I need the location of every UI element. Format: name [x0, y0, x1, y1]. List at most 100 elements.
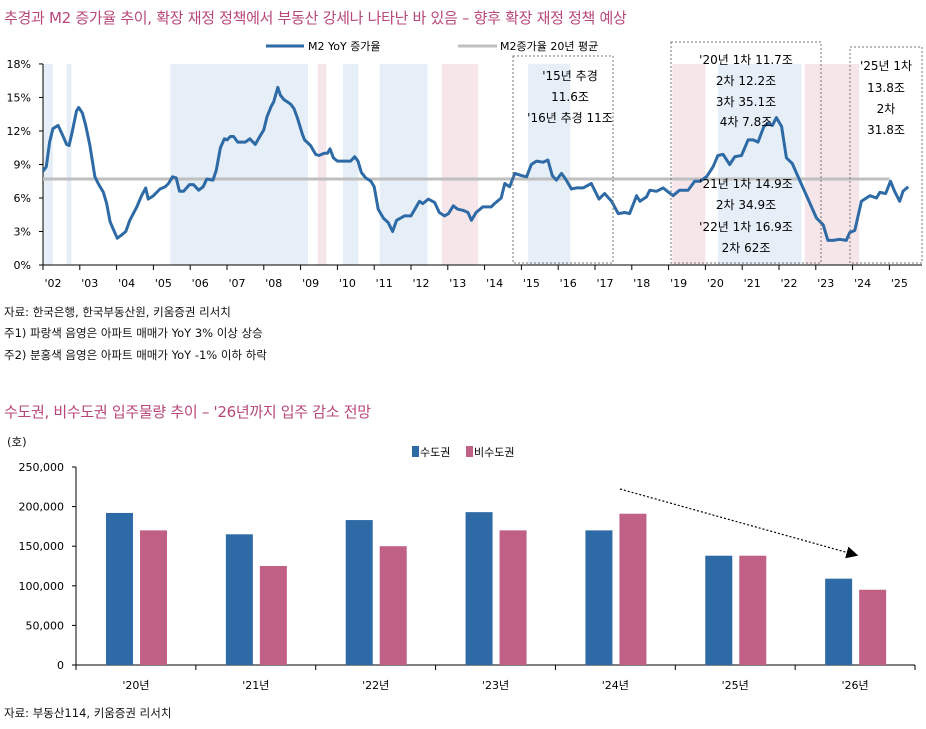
- shade-up: [66, 64, 72, 265]
- x-tick-label: '15: [523, 277, 540, 290]
- annotation-text: '20년 1차 11.7조: [699, 53, 793, 67]
- source-note: 자료: 한국은행, 한국부동산원, 키움증권 리서치: [4, 305, 231, 319]
- x-tick-label: '17: [596, 277, 613, 290]
- bar-noncapital: [499, 530, 527, 665]
- x-tick-label: '11: [376, 277, 393, 290]
- x-tick-label: '25: [891, 277, 908, 290]
- x-tick-label: '06: [192, 277, 209, 290]
- shade-down: [672, 64, 706, 265]
- annotation-text: '25년 1차: [860, 59, 912, 73]
- annotation-text: '16년 추경 11조: [527, 111, 613, 125]
- x-tick-label: '20년: [122, 679, 149, 692]
- x-tick-label: '07: [228, 277, 245, 290]
- x-tick-label: '23: [817, 277, 834, 290]
- x-tick-label: '21년: [242, 679, 269, 692]
- bar-noncapital: [739, 555, 767, 665]
- y-tick-label: 0%: [14, 259, 31, 272]
- annotation-text: 2차 12.2조: [716, 74, 776, 88]
- axes: 0 50,000 100,000 150,000 200,000 250,000 '20년 '…: [19, 461, 916, 692]
- bar-noncapital: [619, 513, 647, 665]
- annotation-text: '15년 추경: [542, 69, 598, 83]
- y-tick-label: 3%: [14, 225, 31, 238]
- y-tick-label: 0: [57, 659, 64, 672]
- x-tick-label: '24: [854, 277, 871, 290]
- x-tick-label: '04: [118, 277, 135, 290]
- bar-capital: [705, 555, 733, 665]
- x-tick-label: '20: [707, 277, 724, 290]
- x-tick-label: '24년: [602, 679, 629, 692]
- shade-up: [379, 64, 428, 265]
- legend-label-avg: M2증가율 20년 평균: [500, 40, 598, 53]
- x-tick-label: '16: [560, 277, 577, 290]
- x-tick-label: '19: [670, 277, 687, 290]
- annotation-box: [512, 55, 614, 264]
- x-tick-label: '12: [412, 277, 429, 290]
- bar-capital: [465, 512, 493, 665]
- shade-up: [342, 64, 359, 265]
- y-tick-label: 12%: [7, 125, 31, 138]
- bar-noncapital: [140, 530, 167, 665]
- bar-capital: [345, 520, 373, 665]
- y-tick-label: 50,000: [26, 619, 65, 632]
- unit-label: (호): [7, 435, 27, 449]
- x-tick-label: '14: [486, 277, 503, 290]
- annotation-text: 2차 62조: [722, 241, 771, 255]
- legend-label-noncapital: 비수도권: [474, 446, 514, 459]
- trend-arrow: [619, 488, 859, 559]
- x-tick-label: '18: [633, 277, 650, 290]
- annotation-text: '22년 1차 16.9조: [699, 220, 793, 234]
- annotation-text: 13.8조: [867, 81, 905, 95]
- chart2-source: 자료: 부동산114, 키움증권 리서치: [4, 706, 172, 720]
- shade-down: [441, 64, 478, 265]
- shade-down: [317, 64, 327, 265]
- annotation-box: [670, 41, 822, 264]
- annotation-text: 2차 34.9조: [716, 198, 776, 212]
- bar-capital: [225, 534, 253, 665]
- x-tick-label: '09: [302, 277, 319, 290]
- x-tick-label: '05: [155, 277, 172, 290]
- y-tick-label: 150,000: [19, 540, 65, 553]
- annotation-box: [849, 46, 923, 264]
- x-tick-label: '22: [780, 277, 797, 290]
- bars: [106, 512, 887, 665]
- annotation-text: '21년 1차 14.9조: [699, 177, 793, 191]
- annotation-text: 31.8조: [867, 123, 905, 137]
- axes: 0% 3% 6% 9% 12% 15% 18% '02 '03 '04 '05 '06 '07 '08 '0…: [7, 58, 922, 290]
- chart1-title: 추경과 M2 증가율 추이, 확장 재정 정책에서 부동산 강세나 나타난 바 …: [4, 9, 627, 27]
- legend-label-m2: M2 YoY 증가율: [308, 40, 381, 53]
- shade-down: [804, 64, 860, 265]
- x-tick-label: '21: [744, 277, 761, 290]
- x-tick-label: '26년: [841, 679, 868, 692]
- x-tick-label: '13: [449, 277, 466, 290]
- chart2-title: 수도권, 비수도권 입주물량 추이 – '26년까지 입주 감소 전망: [4, 403, 371, 421]
- legend: 수도권 비수도권: [412, 446, 514, 459]
- annotation-text: 4차 7.8조: [720, 115, 773, 129]
- y-tick-label: 250,000: [19, 461, 65, 474]
- m2-yoy-line: [41, 85, 910, 242]
- y-tick-label: 200,000: [19, 501, 65, 514]
- legend-swatch-capital: [412, 446, 419, 457]
- bar-capital: [585, 530, 613, 665]
- legend-swatch-noncapital: [466, 446, 473, 457]
- m2-growth-chart: 0% 3% 6% 9% 12% 15% 18% '02 '03 '04 '05 '06 '07 '08 '0…: [7, 40, 923, 290]
- x-tick-label: '08: [265, 277, 282, 290]
- annotation-text: 3차 35.1조: [716, 95, 776, 109]
- y-tick-label: 6%: [14, 192, 31, 205]
- y-tick-label: 9%: [14, 158, 31, 171]
- annotation-text: 2차: [877, 102, 896, 116]
- x-tick-label: '02: [44, 277, 61, 290]
- x-tick-label: '22년: [362, 679, 389, 692]
- shade-up: [170, 64, 308, 265]
- annotation-boxes: '15년 추경 11.6조 '16년 추경 11조 '20년 1차 11.7조 2차 1…: [512, 41, 923, 264]
- bar-capital: [825, 578, 853, 665]
- bar-noncapital: [859, 589, 887, 665]
- shade-up: [717, 64, 802, 265]
- annotation-text: 11.6조: [551, 90, 589, 104]
- bar-capital: [106, 512, 133, 665]
- bar-noncapital: [259, 566, 287, 665]
- x-tick-label: '25년: [722, 679, 749, 692]
- y-tick-label: 100,000: [19, 580, 65, 593]
- x-tick-label: '23년: [482, 679, 509, 692]
- y-tick-label: 15%: [7, 91, 31, 104]
- footnote-1: 주1) 파랑색 음영은 아파트 매매가 YoY 3% 이상 상승: [4, 326, 263, 340]
